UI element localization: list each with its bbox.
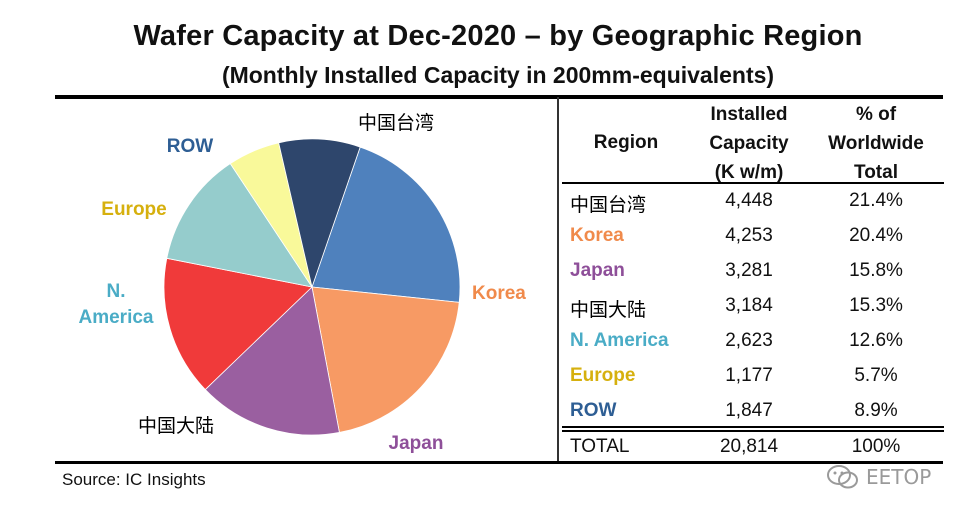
pie-slice-1: [311, 286, 460, 433]
row-capacity: 4,448: [725, 190, 773, 211]
table-row: 中国大陆 3,184 15.3%: [562, 289, 944, 324]
row-region: Europe: [570, 365, 636, 386]
row-capacity: 1,177: [725, 365, 773, 386]
total-row: TOTAL 20,814 100%: [562, 430, 944, 465]
row-percent: 15.8%: [849, 260, 903, 281]
bottom-rule: [55, 461, 943, 464]
row-percent: 5.7%: [854, 365, 898, 386]
pie-label-5: Europe: [101, 199, 166, 220]
row-capacity: 3,281: [725, 260, 773, 281]
total-rule-1: [562, 426, 944, 428]
top-rule: [55, 95, 943, 99]
header-rule: [562, 182, 944, 184]
pie-label-0: 中国台湾: [358, 112, 434, 134]
pie-slice-4: [166, 163, 313, 288]
pie-label-6: ROW: [167, 136, 214, 157]
total-region: TOTAL: [570, 436, 630, 457]
wechat-icon: [827, 465, 858, 489]
chart-title: Wafer Capacity at Dec-2020 – by Geograph…: [133, 20, 863, 52]
table-divider: [557, 97, 559, 463]
table-row: N. America 2,623 12.6%: [562, 324, 944, 359]
header-percent: % of Worldwide Total: [808, 100, 944, 187]
total-capacity: 20,814: [719, 436, 779, 457]
header-percent-line2: Worldwide: [828, 133, 924, 154]
table-header: Region Installed Capacity (K w/m) % of W…: [562, 100, 944, 183]
pie-slice-0: [311, 146, 461, 303]
row-region: Korea: [570, 225, 624, 246]
table-row: 中国台湾 4,448 21.4%: [562, 184, 944, 219]
pie-chart: 中国台湾 Korea Japan 中国大陆 N. America Europe ROW: [79, 112, 527, 454]
row-percent: 20.4%: [849, 225, 903, 246]
pie-slice-2: [204, 286, 340, 436]
table-row: Korea 4,253 20.4%: [562, 219, 944, 254]
row-region: N. America: [570, 330, 669, 351]
row-percent: 12.6%: [849, 330, 903, 351]
row-capacity: 4,253: [725, 225, 773, 246]
pie-label-3: 中国大陆: [138, 415, 214, 437]
table-row: ROW 1,847 8.9%: [562, 394, 944, 429]
total-rule-2: [562, 430, 944, 432]
header-capacity-line1: Installed: [710, 104, 788, 125]
pie-slice-3: [163, 257, 313, 391]
total-percent: 100%: [851, 436, 901, 457]
row-region: 中国大陆: [570, 299, 647, 321]
row-percent: 21.4%: [849, 190, 903, 211]
chart-subtitle: (Monthly Installed Capacity in 200mm-equ…: [221, 62, 775, 88]
row-region: ROW: [570, 400, 617, 421]
pie-label-4: N. America: [79, 281, 154, 328]
header-percent-line3: Total: [854, 162, 898, 183]
row-region: 中国台湾: [570, 194, 647, 216]
source-note: Source: IC Insights: [62, 470, 206, 489]
row-capacity: 3,184: [725, 295, 773, 316]
header-percent-line1: % of: [855, 104, 897, 125]
table-row: Japan 3,281 15.8%: [562, 254, 944, 289]
watermark-text: EETOP: [866, 465, 932, 489]
header-capacity-line2: Capacity: [709, 133, 789, 154]
header-capacity-line3: (K w/m): [714, 162, 784, 183]
row-capacity: 2,623: [725, 330, 773, 351]
pie-label-1: Korea: [472, 283, 526, 304]
row-percent: 15.3%: [849, 295, 903, 316]
watermark: EETOP: [826, 464, 931, 490]
pie-label-2: Japan: [389, 433, 444, 454]
table-row: Europe 1,177 5.7%: [562, 359, 944, 394]
row-capacity: 1,847: [725, 400, 773, 421]
header-region: Region: [593, 132, 659, 153]
capacity-table: Region Installed Capacity (K w/m) % of W…: [562, 100, 944, 457]
pie-slice-6: [278, 138, 361, 289]
row-percent: 8.9%: [854, 400, 898, 421]
row-region: Japan: [570, 260, 625, 281]
header-capacity: Installed Capacity (K w/m): [690, 100, 808, 187]
